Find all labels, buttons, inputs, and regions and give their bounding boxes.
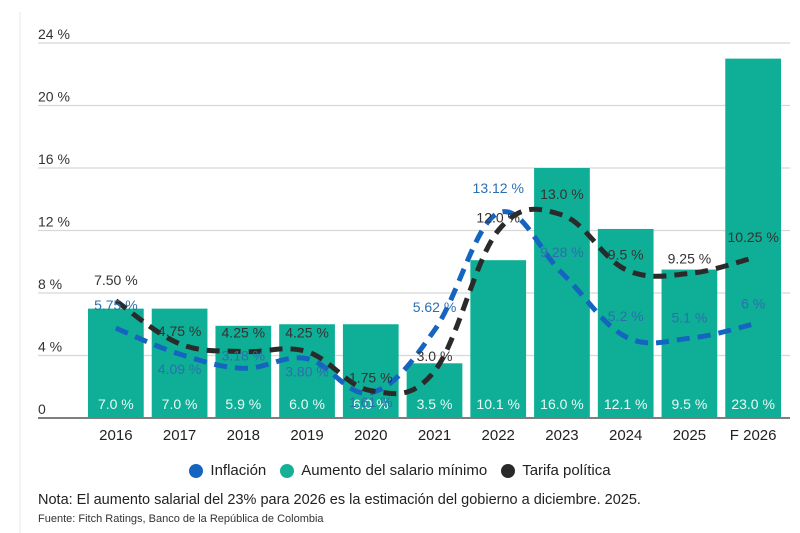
x-tick-label: 2018 [227, 427, 260, 444]
inflacion-value-label: 4.09 % [158, 361, 202, 377]
tarifa-value-label: 3.0 % [417, 348, 453, 364]
x-tick-label: 2024 [609, 427, 642, 444]
x-tick-label: 2017 [163, 427, 196, 444]
bar-value-label: 6.0 % [289, 396, 325, 412]
inflacion-value-label: 13.12 % [473, 180, 524, 196]
legend-dot-icon [189, 463, 204, 478]
legend-label: Aumento del salario mínimo [301, 462, 488, 479]
inflacion-value-label: 5.62 % [413, 299, 457, 315]
y-tick-label: 24 % [38, 26, 70, 42]
y-axis: 0 4 % 8 % 12 % 16 % 20 % 24 % [38, 26, 70, 417]
inflacion-value-label: 5.2 % [608, 308, 644, 324]
inflacion-value-label: 3.80 % [285, 364, 329, 380]
tarifa-value-label: 9.5 % [608, 247, 644, 263]
x-tick-label: 2021 [418, 427, 451, 444]
x-tick-label: 2022 [482, 427, 515, 444]
bar-value-label: 23.0 % [731, 396, 775, 412]
tarifa-value-label: 4.25 % [222, 325, 266, 341]
tarifa-value-label: 13.0 % [540, 186, 584, 202]
line-labels: 5.75 % 4.09 % 3.18 % 3.80 % 1.61 % 5.62 % 13.1… [94, 180, 779, 410]
inflacion-value-label: 6 % [741, 295, 765, 311]
bar-value-label: 16.0 % [540, 396, 584, 412]
bar [725, 58, 781, 418]
tarifa-value-label: 10.25 % [727, 229, 778, 245]
y-tick-label: 0 [38, 401, 46, 417]
bar-value-label: 6.0 % [353, 396, 389, 412]
bar-value-label: 9.5 % [672, 396, 708, 412]
legend-item-inflacion[interactable]: Inflación [189, 462, 266, 479]
x-tick-label: 2019 [290, 427, 323, 444]
bar-value-label: 10.1 % [476, 396, 520, 412]
tarifa-value-label: 4.75 % [158, 323, 202, 339]
legend-item-tarifa[interactable]: Tarifa política [501, 462, 611, 479]
x-tick-label: 2020 [354, 427, 387, 444]
legend-dot-icon [280, 463, 295, 478]
tarifa-value-label: 1.75 % [349, 370, 393, 386]
bar-value-label: 7.0 % [98, 396, 134, 412]
tarifa-value-label: 4.25 % [285, 325, 329, 341]
bar-labels: 7.0 % 7.0 % 5.9 % 6.0 % 6.0 % 3.5 % 10.1 % 16.0… [98, 396, 775, 412]
bar [470, 260, 527, 418]
tarifa-value-label: 12.0 % [476, 210, 520, 226]
bar-value-label: 3.5 % [417, 396, 453, 412]
bar [151, 308, 208, 418]
chart-source: Fuente: Fitch Ratings, Banco de la Repúb… [38, 513, 324, 525]
y-tick-label: 16 % [38, 151, 70, 167]
y-tick-label: 8 % [38, 276, 62, 292]
line-tarifa-politica [114, 206, 754, 397]
legend-dot-icon [501, 463, 516, 478]
bar [342, 324, 399, 418]
x-tick-label: 2025 [673, 427, 706, 444]
legend-label: Tarifa política [522, 462, 611, 479]
frame-border [19, 12, 21, 533]
legend: Inflación Aumento del salario mínimo Tar… [0, 462, 800, 479]
chart: 0 4 % 8 % 12 % 16 % 20 % 24 % 7.0 % 7.0 % 5.9 % 6… [38, 26, 790, 444]
chart-note: Nota: El aumento salarial del 23% para 2… [38, 492, 641, 508]
bar-value-label: 5.9 % [225, 396, 261, 412]
inflacion-value-label: 5.75 % [94, 297, 138, 313]
series-lines [114, 206, 754, 397]
legend-item-salario[interactable]: Aumento del salario mínimo [280, 462, 487, 479]
tarifa-value-label: 9.25 % [668, 250, 712, 266]
bar [661, 269, 718, 418]
line-inflacion [114, 209, 754, 396]
tarifa-value-label: 7.50 % [94, 272, 138, 288]
y-tick-label: 4 % [38, 339, 62, 355]
bar [88, 308, 144, 418]
x-tick-label: 2016 [99, 427, 132, 444]
inflacion-value-label: 9.28 % [540, 244, 584, 260]
inflacion-value-label: 5.1 % [672, 309, 708, 325]
bar [215, 325, 272, 418]
y-tick-label: 20 % [38, 89, 70, 105]
legend-label: Inflación [210, 462, 267, 479]
x-tick-label: 2023 [545, 427, 578, 444]
x-axis: 2016 2017 2018 2019 2020 2021 2022 2023 2024 2025… [99, 427, 776, 444]
bar-value-label: 12.1 % [604, 396, 648, 412]
inflacion-value-label: 1.61 % [349, 394, 393, 410]
bar-value-label: 7.0 % [162, 396, 198, 412]
y-tick-label: 12 % [38, 214, 70, 230]
x-tick-label: F 2026 [730, 427, 777, 444]
inflacion-value-label: 3.18 % [222, 347, 266, 363]
